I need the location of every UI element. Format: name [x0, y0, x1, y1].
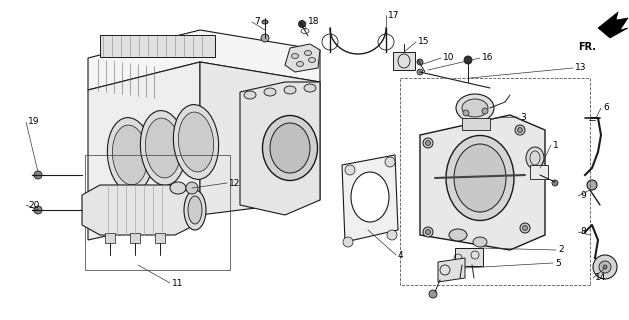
- Circle shape: [515, 125, 525, 135]
- Circle shape: [429, 290, 437, 298]
- Bar: [530, 165, 548, 179]
- Circle shape: [423, 227, 433, 237]
- Ellipse shape: [296, 61, 304, 67]
- Text: 7: 7: [254, 18, 260, 27]
- Text: 4: 4: [398, 251, 404, 260]
- Ellipse shape: [140, 111, 186, 185]
- Circle shape: [464, 56, 472, 64]
- Circle shape: [603, 265, 607, 269]
- Bar: [455, 248, 483, 266]
- Ellipse shape: [473, 237, 487, 247]
- Ellipse shape: [264, 88, 276, 96]
- Bar: [105, 233, 115, 243]
- Ellipse shape: [184, 190, 206, 230]
- Circle shape: [345, 165, 355, 175]
- Circle shape: [34, 206, 42, 214]
- Circle shape: [520, 223, 530, 233]
- Text: 20: 20: [28, 201, 40, 210]
- Ellipse shape: [304, 84, 316, 92]
- Polygon shape: [598, 12, 628, 38]
- Circle shape: [387, 230, 397, 240]
- Text: 3: 3: [520, 113, 526, 122]
- Ellipse shape: [454, 144, 506, 212]
- Text: FR.: FR.: [578, 42, 596, 52]
- Text: 6: 6: [603, 103, 609, 113]
- Polygon shape: [82, 185, 195, 235]
- Ellipse shape: [244, 91, 256, 99]
- Text: 10: 10: [443, 53, 455, 62]
- Circle shape: [599, 261, 611, 273]
- Text: 15: 15: [418, 37, 430, 46]
- Circle shape: [463, 110, 469, 116]
- Circle shape: [587, 180, 597, 190]
- Circle shape: [186, 182, 198, 194]
- Bar: [462, 118, 490, 130]
- Ellipse shape: [113, 125, 148, 185]
- Polygon shape: [342, 155, 398, 242]
- Ellipse shape: [351, 172, 389, 222]
- Polygon shape: [285, 44, 320, 72]
- Circle shape: [523, 226, 528, 230]
- Text: 9: 9: [580, 191, 586, 201]
- Circle shape: [417, 69, 423, 75]
- Polygon shape: [88, 30, 320, 90]
- Bar: [393, 52, 415, 70]
- Text: 13: 13: [575, 63, 586, 73]
- Circle shape: [343, 237, 353, 247]
- Bar: [130, 233, 140, 243]
- Circle shape: [482, 108, 488, 114]
- Text: 11: 11: [172, 278, 184, 287]
- Text: 18: 18: [308, 18, 320, 27]
- Ellipse shape: [262, 116, 318, 180]
- Bar: [85, 155, 230, 270]
- Polygon shape: [420, 115, 545, 250]
- Circle shape: [261, 34, 269, 42]
- Circle shape: [385, 157, 395, 167]
- Circle shape: [417, 59, 423, 65]
- Ellipse shape: [108, 117, 153, 192]
- Text: 16: 16: [482, 53, 494, 62]
- Ellipse shape: [462, 99, 488, 117]
- Circle shape: [425, 229, 430, 235]
- Ellipse shape: [174, 105, 219, 180]
- Ellipse shape: [262, 20, 268, 24]
- Polygon shape: [88, 62, 200, 240]
- Ellipse shape: [446, 135, 514, 220]
- Circle shape: [593, 255, 617, 279]
- Ellipse shape: [449, 229, 467, 241]
- Circle shape: [518, 127, 523, 132]
- Polygon shape: [240, 82, 320, 215]
- Ellipse shape: [456, 94, 494, 122]
- Bar: [100, 35, 215, 57]
- Circle shape: [423, 138, 433, 148]
- Ellipse shape: [304, 51, 311, 55]
- Text: 1: 1: [553, 140, 559, 149]
- Circle shape: [552, 180, 558, 186]
- Text: 8: 8: [580, 228, 586, 236]
- Ellipse shape: [526, 147, 544, 169]
- Circle shape: [425, 140, 430, 146]
- Ellipse shape: [270, 123, 310, 173]
- Ellipse shape: [308, 58, 316, 62]
- Text: 14: 14: [595, 274, 606, 283]
- Circle shape: [34, 171, 42, 179]
- Polygon shape: [438, 258, 465, 282]
- Ellipse shape: [179, 112, 214, 172]
- Ellipse shape: [145, 118, 181, 178]
- Bar: [155, 233, 165, 243]
- Polygon shape: [200, 62, 320, 215]
- Text: 12: 12: [229, 179, 240, 188]
- Text: 17: 17: [388, 11, 399, 20]
- Ellipse shape: [284, 86, 296, 94]
- Text: 2: 2: [558, 245, 564, 254]
- Text: 5: 5: [555, 259, 560, 268]
- Text: 19: 19: [28, 117, 40, 126]
- Circle shape: [299, 20, 306, 28]
- Ellipse shape: [170, 182, 186, 194]
- Ellipse shape: [291, 53, 299, 59]
- Ellipse shape: [188, 196, 202, 224]
